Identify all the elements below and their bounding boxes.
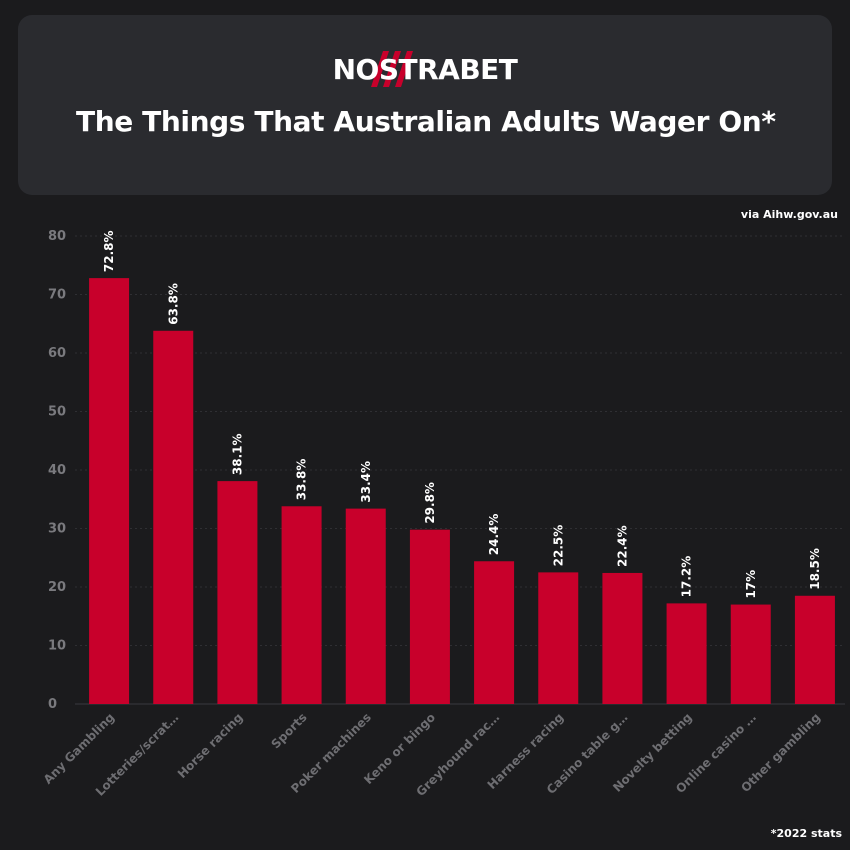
data-label: 22.4% <box>615 525 629 567</box>
logo-text: NOSTRABET <box>332 53 518 86</box>
header-card: NOSTRABET The Things That Australian Adu… <box>18 15 832 195</box>
bar <box>602 572 643 704</box>
footnote: *2022 stats <box>770 827 842 840</box>
source-note: via Aihw.gov.au <box>740 208 838 221</box>
y-tick-label: 80 <box>48 229 66 244</box>
data-label: 18.5% <box>808 548 822 590</box>
y-tick-label: 70 <box>48 288 66 303</box>
data-label: 22.5% <box>551 525 565 567</box>
data-label: 24.4% <box>487 514 501 556</box>
y-tick-label: 60 <box>48 346 66 361</box>
y-tick-label: 20 <box>48 580 66 595</box>
data-label: 29.8% <box>423 482 437 524</box>
data-label: 33.4% <box>359 461 373 503</box>
y-tick-label: 40 <box>48 463 66 478</box>
bar <box>409 529 450 704</box>
bar <box>153 330 194 704</box>
x-tick-label: Horse racing <box>175 710 246 781</box>
bar <box>474 561 515 704</box>
bar <box>345 508 386 704</box>
data-label: 72.8% <box>102 230 116 272</box>
bar <box>794 595 835 704</box>
bar <box>89 278 130 704</box>
x-tick-label: Sports <box>268 710 309 751</box>
page-title: The Things That Australian Adults Wager … <box>76 105 776 138</box>
data-label: 63.8% <box>166 283 180 325</box>
data-label: 17% <box>744 570 758 599</box>
bar <box>666 603 707 704</box>
data-label: 33.8% <box>295 459 309 501</box>
data-label: 38.1% <box>230 433 244 475</box>
data-label: 17.2% <box>680 556 694 598</box>
y-tick-label: 50 <box>48 405 66 420</box>
bar <box>538 572 579 704</box>
bar <box>730 604 771 704</box>
y-tick-label: 0 <box>48 697 57 712</box>
bar <box>217 481 258 704</box>
bar <box>281 506 322 704</box>
y-tick-label: 10 <box>48 639 66 654</box>
y-tick-label: 30 <box>48 522 66 537</box>
